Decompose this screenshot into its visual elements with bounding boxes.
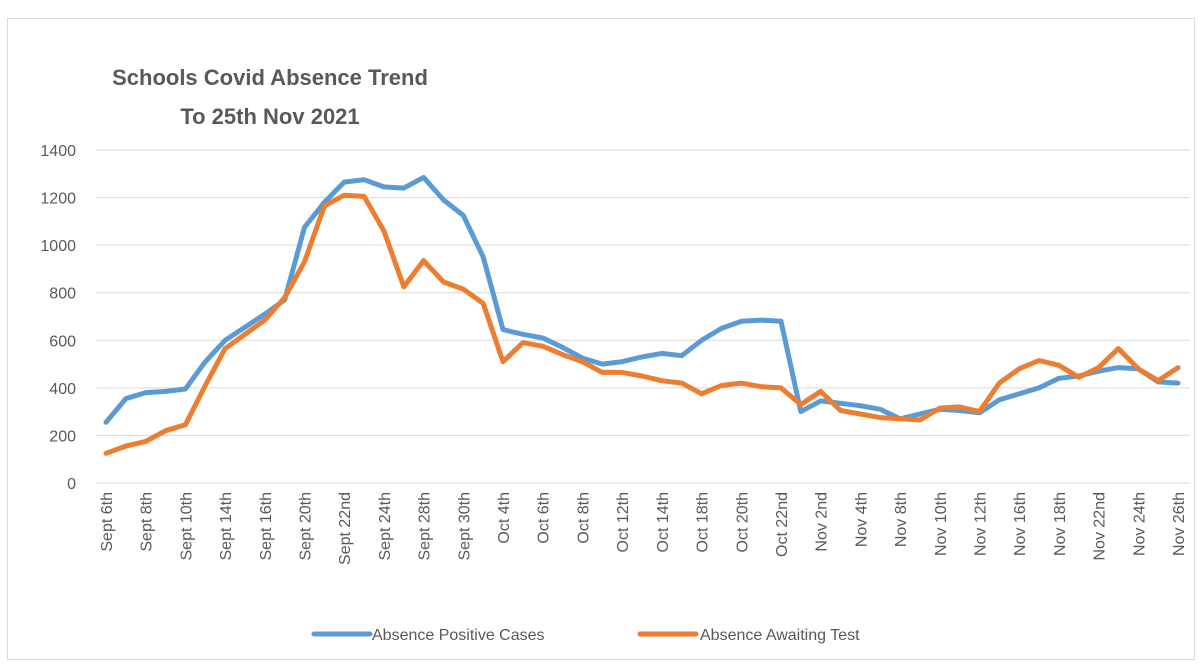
x-tick-label: Oct 14th: [655, 492, 672, 552]
x-tick-label: Oct 6th: [536, 492, 553, 544]
y-tick-label: 0: [67, 476, 76, 493]
x-tick-label: Nov 12th: [972, 492, 989, 556]
x-tick-label: Nov 8th: [893, 492, 910, 547]
x-tick-label: Sept 22nd: [337, 492, 354, 565]
x-tick-label: Nov 26th: [1171, 492, 1188, 556]
legend-label: Absence Awaiting Test: [700, 627, 860, 644]
chart-frame: [7, 18, 1195, 660]
y-tick-label: 1000: [40, 238, 76, 255]
x-tick-label: Nov 22nd: [1092, 492, 1109, 561]
x-tick-label: Nov 16th: [1012, 492, 1029, 556]
chart-title: To 25th Nov 2021: [180, 104, 359, 129]
x-tick-label: Oct 22nd: [774, 492, 791, 557]
x-tick-label: Oct 12th: [615, 492, 632, 552]
series-line: [103, 192, 1181, 456]
x-tick-label: Nov 10th: [933, 492, 950, 556]
x-tick-label: Sept 30th: [456, 492, 473, 561]
y-tick-label: 1400: [40, 143, 76, 160]
y-tick-label: 200: [49, 428, 76, 445]
y-tick-label: 800: [49, 286, 76, 303]
legend-label: Absence Positive Cases: [372, 627, 545, 644]
x-tick-label: Sept 16th: [258, 492, 275, 561]
x-tick-label: Sept 8th: [139, 492, 156, 552]
x-tick-label: Oct 20th: [734, 492, 751, 552]
y-tick-label: 400: [49, 381, 76, 398]
x-tick-label: Oct 8th: [575, 492, 592, 544]
x-tick-label: Sept 6th: [99, 492, 116, 552]
x-tick-label: Sept 20th: [298, 492, 315, 561]
y-tick-label: 1200: [40, 191, 76, 208]
x-tick-label: Oct 18th: [695, 492, 712, 552]
chart-title: Schools Covid Absence Trend: [112, 65, 428, 90]
x-tick-label: Oct 4th: [496, 492, 513, 544]
x-tick-label: Nov 24th: [1131, 492, 1148, 556]
x-tick-label: Sept 14th: [218, 492, 235, 561]
y-tick-label: 600: [49, 333, 76, 350]
x-tick-label: Sept 28th: [417, 492, 434, 561]
x-tick-label: Nov 2nd: [814, 492, 831, 552]
x-tick-label: Nov 4th: [853, 492, 870, 547]
x-tick-label: Sept 24th: [377, 492, 394, 561]
x-tick-label: Sept 10th: [178, 492, 195, 561]
x-tick-label: Nov 18th: [1052, 492, 1069, 556]
